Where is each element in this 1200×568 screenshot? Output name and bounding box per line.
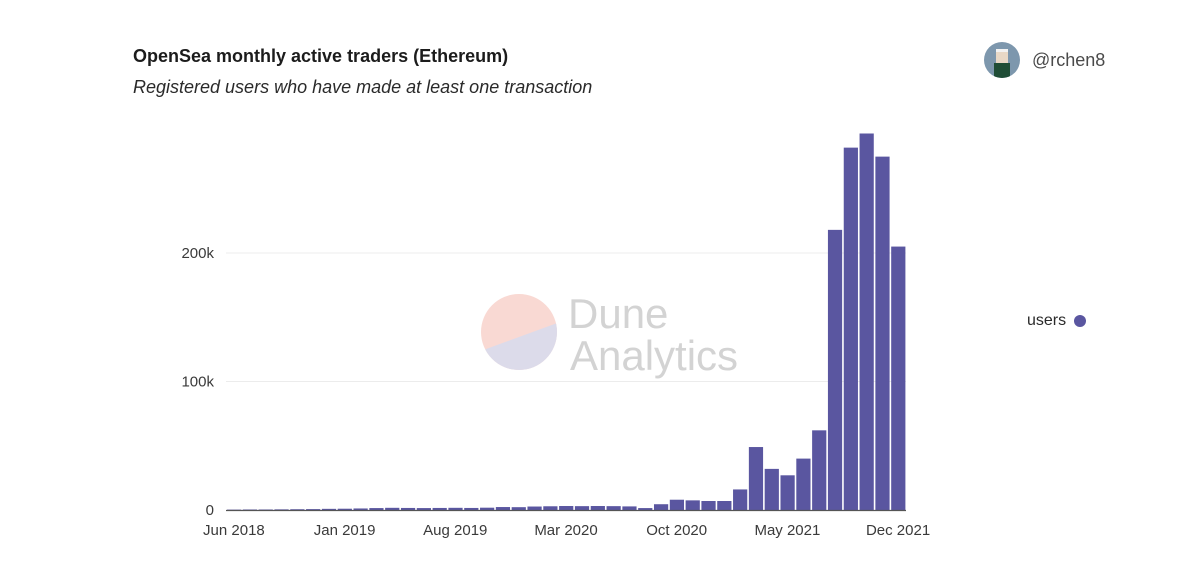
bar-jun-2018[interactable] (227, 509, 242, 511)
x-axis: Jun 2018 Jan 2019 Aug 2019 Mar 2020 Oct 2020… (203, 522, 930, 539)
bar-jun-2019[interactable] (416, 508, 431, 510)
y-axis: 0 100k 200k (181, 245, 214, 519)
bar-jan-2020[interactable] (527, 506, 542, 510)
bar-aug-2021[interactable] (827, 229, 843, 510)
bar-dec-2021[interactable] (891, 246, 906, 510)
dune-logo-icon (481, 294, 557, 370)
watermark-line1: Dune (568, 290, 668, 337)
x-tick-label: Jun 2018 (203, 522, 265, 539)
bar-aug-2020[interactable] (638, 508, 653, 510)
bar-oct-2018[interactable] (290, 509, 305, 510)
x-tick-label: Dec 2021 (866, 522, 930, 539)
bar-mar-2020[interactable] (559, 506, 574, 510)
bar-jun-2021[interactable] (796, 458, 811, 510)
gridlines (226, 252, 906, 382)
bar-feb-2020[interactable] (543, 506, 558, 510)
bar-oct-2019[interactable] (480, 507, 495, 510)
author-handle[interactable]: @rchen8 (1032, 49, 1106, 70)
bar-apr-2021[interactable] (764, 468, 779, 510)
watermark: Dune Analytics (481, 290, 738, 379)
bar-oct-2021[interactable] (859, 133, 874, 510)
bar-jul-2018[interactable] (242, 509, 258, 510)
y-tick-label: 100k (181, 374, 214, 391)
author-badge[interactable]: @rchen8 (984, 42, 1105, 78)
bar-sep-2018[interactable] (274, 509, 289, 510)
bar-nov-2020[interactable] (685, 500, 700, 510)
x-tick-label: May 2021 (754, 522, 820, 539)
x-tick-label: Aug 2019 (423, 522, 487, 539)
x-tick-label: Mar 2020 (534, 522, 597, 539)
bar-apr-2019[interactable] (385, 507, 400, 510)
bar-feb-2019[interactable] (353, 508, 368, 510)
x-tick-label: Jan 2019 (314, 522, 376, 539)
bar-sep-2019[interactable] (464, 507, 479, 510)
user-avatar-icon (984, 42, 1020, 78)
y-tick-label: 0 (206, 502, 214, 519)
bar-dec-2020[interactable] (701, 501, 716, 510)
legend[interactable]: users (1027, 312, 1087, 330)
bar-jan-2019[interactable] (337, 508, 352, 510)
bar-nov-2019[interactable] (495, 507, 511, 510)
watermark-line2: Analytics (570, 332, 738, 379)
bar-jul-2020[interactable] (622, 506, 637, 510)
bar-feb-2021[interactable] (733, 489, 748, 510)
legend-label-users: users (1027, 312, 1067, 329)
bars (227, 133, 906, 511)
bar-jan-2021[interactable] (717, 501, 732, 510)
bar-oct-2020[interactable] (669, 499, 685, 510)
bar-dec-2019[interactable] (511, 507, 526, 510)
bar-nov-2021[interactable] (875, 156, 890, 510)
y-tick-label: 200k (181, 245, 214, 262)
bar-jun-2020[interactable] (606, 506, 621, 510)
bar-aug-2019[interactable] (448, 507, 463, 510)
chart-title: OpenSea monthly active traders (Ethereum… (133, 46, 509, 66)
bar-apr-2020[interactable] (574, 506, 590, 510)
x-tick-label: Oct 2020 (646, 522, 707, 539)
legend-dot-icon (1074, 315, 1087, 327)
bar-mar-2019[interactable] (369, 508, 384, 510)
chart-subtitle: Registered users who have made at least … (133, 77, 593, 97)
bar-mar-2021[interactable] (748, 447, 764, 510)
bar-may-2020[interactable] (590, 506, 605, 510)
bar-dec-2018[interactable] (321, 508, 337, 510)
bar-aug-2018[interactable] (258, 509, 273, 510)
bar-nov-2018[interactable] (306, 509, 321, 510)
bar-jul-2019[interactable] (432, 507, 447, 510)
bar-sep-2021[interactable] (843, 147, 858, 510)
bar-may-2021[interactable] (780, 475, 795, 510)
bar-jul-2021[interactable] (812, 430, 827, 510)
bar-may-2019[interactable] (400, 507, 416, 510)
bar-sep-2020[interactable] (653, 504, 669, 510)
